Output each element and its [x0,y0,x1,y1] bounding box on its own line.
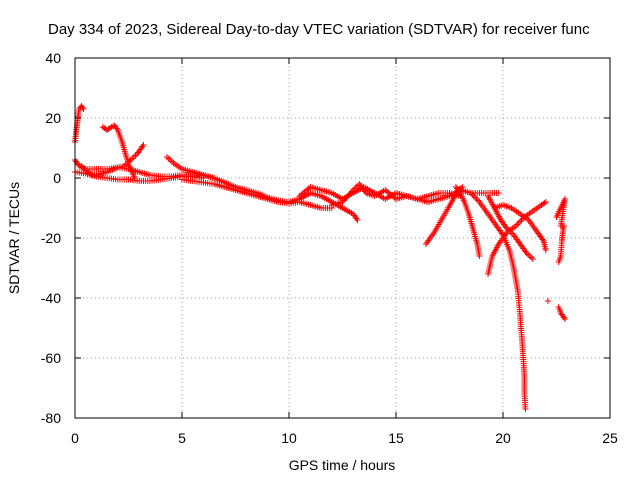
data-point [495,190,502,196]
series-arc-5 [99,122,138,181]
data-point [555,259,562,265]
series-arc-7 [179,176,335,211]
data-point [473,196,480,202]
data-point [475,197,482,204]
data-point [131,175,138,181]
data-point [529,256,536,262]
data-point [562,316,569,322]
series-arc-18 [555,304,569,322]
chart-title: Day 334 of 2023, Sidereal Day-to-day VTE… [48,21,590,38]
series-arc-6 [164,154,361,223]
data-point [476,253,483,259]
y-tick-label: 40 [45,50,61,66]
data-point [470,193,477,199]
series-arc-16 [544,298,551,304]
x-tick-label: 5 [178,430,186,446]
data-point [517,218,524,225]
y-tick-label: -40 [41,290,61,306]
y-tick-label: 0 [53,170,61,186]
data-point [140,142,147,148]
axis-ticks: 0 5 10 15 20 25 -80 -60 -40 -20 0 20 40 [41,50,618,446]
x-tick-label: 0 [71,430,79,446]
x-tick-label: 25 [602,430,618,446]
data-point [515,220,522,226]
x-tick-label: 10 [281,430,297,446]
data-point [106,125,113,131]
grid-lines [75,58,610,418]
y-tick-label: -80 [41,410,61,426]
plot-frame [74,57,611,419]
series-arc-13 [467,190,529,412]
data-point [542,199,549,205]
data-point [80,106,87,112]
series-arc-1 [72,103,87,145]
data-point [514,221,521,228]
y-tick-label: 20 [45,110,61,126]
data-point [459,184,466,190]
series-arc-11 [452,184,483,259]
series-arc-4 [78,142,147,178]
data-point [544,298,551,304]
series-arc-15 [491,202,549,253]
y-tick-label: -20 [41,230,61,246]
x-tick-label: 15 [388,430,404,446]
series-arc-17 [553,196,569,265]
y-tick-label: -60 [41,350,61,366]
y-axis-title: SDTVAR / TECUs [6,182,22,294]
data-point [354,217,361,223]
x-axis-title: GPS time / hours [289,457,396,473]
data-point [522,406,529,412]
series-arc-9 [328,181,464,208]
x-tick-label: 20 [495,430,511,446]
data-point [87,171,94,177]
data-point [542,247,549,253]
data-point [541,200,548,206]
data-points [72,103,569,412]
